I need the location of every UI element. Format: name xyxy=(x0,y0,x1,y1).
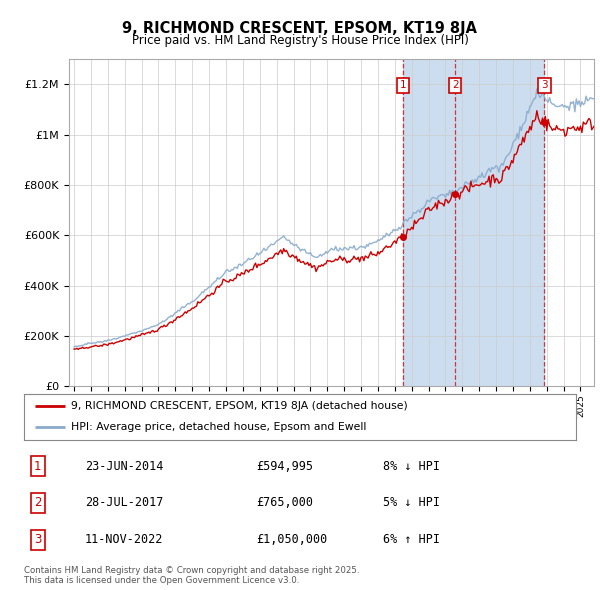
Text: 3: 3 xyxy=(34,533,41,546)
Text: 5% ↓ HPI: 5% ↓ HPI xyxy=(383,496,440,510)
Text: 6% ↑ HPI: 6% ↑ HPI xyxy=(383,533,440,546)
Text: 11-NOV-2022: 11-NOV-2022 xyxy=(85,533,163,546)
Text: £1,050,000: £1,050,000 xyxy=(256,533,327,546)
Bar xyxy=(403,59,455,386)
Text: Contains HM Land Registry data © Crown copyright and database right 2025.
This d: Contains HM Land Registry data © Crown c… xyxy=(24,566,359,585)
Text: 28-JUL-2017: 28-JUL-2017 xyxy=(85,496,163,510)
Text: 9, RICHMOND CRESCENT, EPSOM, KT19 8JA (detached house): 9, RICHMOND CRESCENT, EPSOM, KT19 8JA (d… xyxy=(71,401,407,411)
Text: 9, RICHMOND CRESCENT, EPSOM, KT19 8JA: 9, RICHMOND CRESCENT, EPSOM, KT19 8JA xyxy=(122,21,478,35)
Text: 1: 1 xyxy=(34,460,41,473)
Text: £594,995: £594,995 xyxy=(256,460,313,473)
Bar xyxy=(455,59,544,386)
Text: 2: 2 xyxy=(452,80,458,90)
Text: Price paid vs. HM Land Registry's House Price Index (HPI): Price paid vs. HM Land Registry's House … xyxy=(131,34,469,47)
Text: 23-JUN-2014: 23-JUN-2014 xyxy=(85,460,163,473)
Text: £765,000: £765,000 xyxy=(256,496,313,510)
Text: 2: 2 xyxy=(34,496,41,510)
Text: 3: 3 xyxy=(541,80,548,90)
Text: 1: 1 xyxy=(400,80,406,90)
Text: HPI: Average price, detached house, Epsom and Ewell: HPI: Average price, detached house, Epso… xyxy=(71,422,366,432)
Text: 8% ↓ HPI: 8% ↓ HPI xyxy=(383,460,440,473)
